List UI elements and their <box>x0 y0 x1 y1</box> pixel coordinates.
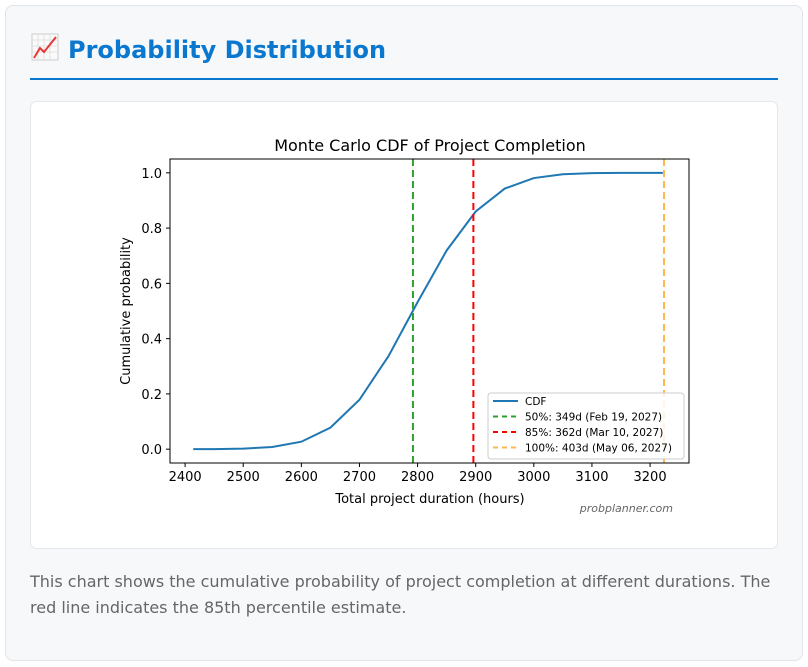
x-tick-label: 2500 <box>227 470 260 485</box>
watermark: probplanner.com <box>579 502 673 515</box>
plot-frame <box>169 158 690 464</box>
y-tick-label: 0.4 <box>141 333 162 348</box>
x-tick-label: 2900 <box>459 470 492 485</box>
page-title: Probability Distribution <box>68 36 387 64</box>
y-tick-label: 1.0 <box>141 167 162 182</box>
x-tick-label: 2800 <box>401 470 434 485</box>
legend-label: 50%: 349d (Feb 19, 2027) <box>525 412 662 424</box>
cdf-line <box>193 171 663 451</box>
y-axis-label: Cumulative probability <box>119 237 134 385</box>
legend: CDF 50%: 349d (Feb 19, 2027) 85%: 362d (Ma… <box>487 392 685 460</box>
x-tick-label: 3200 <box>634 470 667 485</box>
y-tick-label: 0.6 <box>141 277 162 292</box>
chart-increasing-icon <box>30 32 60 68</box>
x-tick-label: 3100 <box>575 470 608 485</box>
x-tick-label: 2400 <box>169 470 202 485</box>
section-title: Probability Distribution <box>30 32 386 68</box>
legend-box <box>487 392 685 460</box>
x-tick-label: 2600 <box>285 470 318 485</box>
chart-caption: This chart shows the cumulative probabil… <box>30 572 771 617</box>
x-axis-label: Total project duration (hours) <box>334 492 524 507</box>
y-tick-label: 0.8 <box>141 222 162 237</box>
chart-card <box>30 101 778 549</box>
y-tick-label: 0.2 <box>141 388 162 403</box>
legend-label: 100%: 403d (May 06, 2027) <box>525 443 672 455</box>
legend-label: 85%: 362d (Mar 10, 2027) <box>525 427 663 439</box>
legend-label: CDF <box>525 396 546 408</box>
x-tick-label: 3000 <box>517 470 550 485</box>
y-tick-label: 0.0 <box>141 443 162 458</box>
chart-title: Monte Carlo CDF of Project Completion <box>274 136 586 155</box>
x-tick-label: 2700 <box>343 470 376 485</box>
title-divider <box>30 78 778 80</box>
